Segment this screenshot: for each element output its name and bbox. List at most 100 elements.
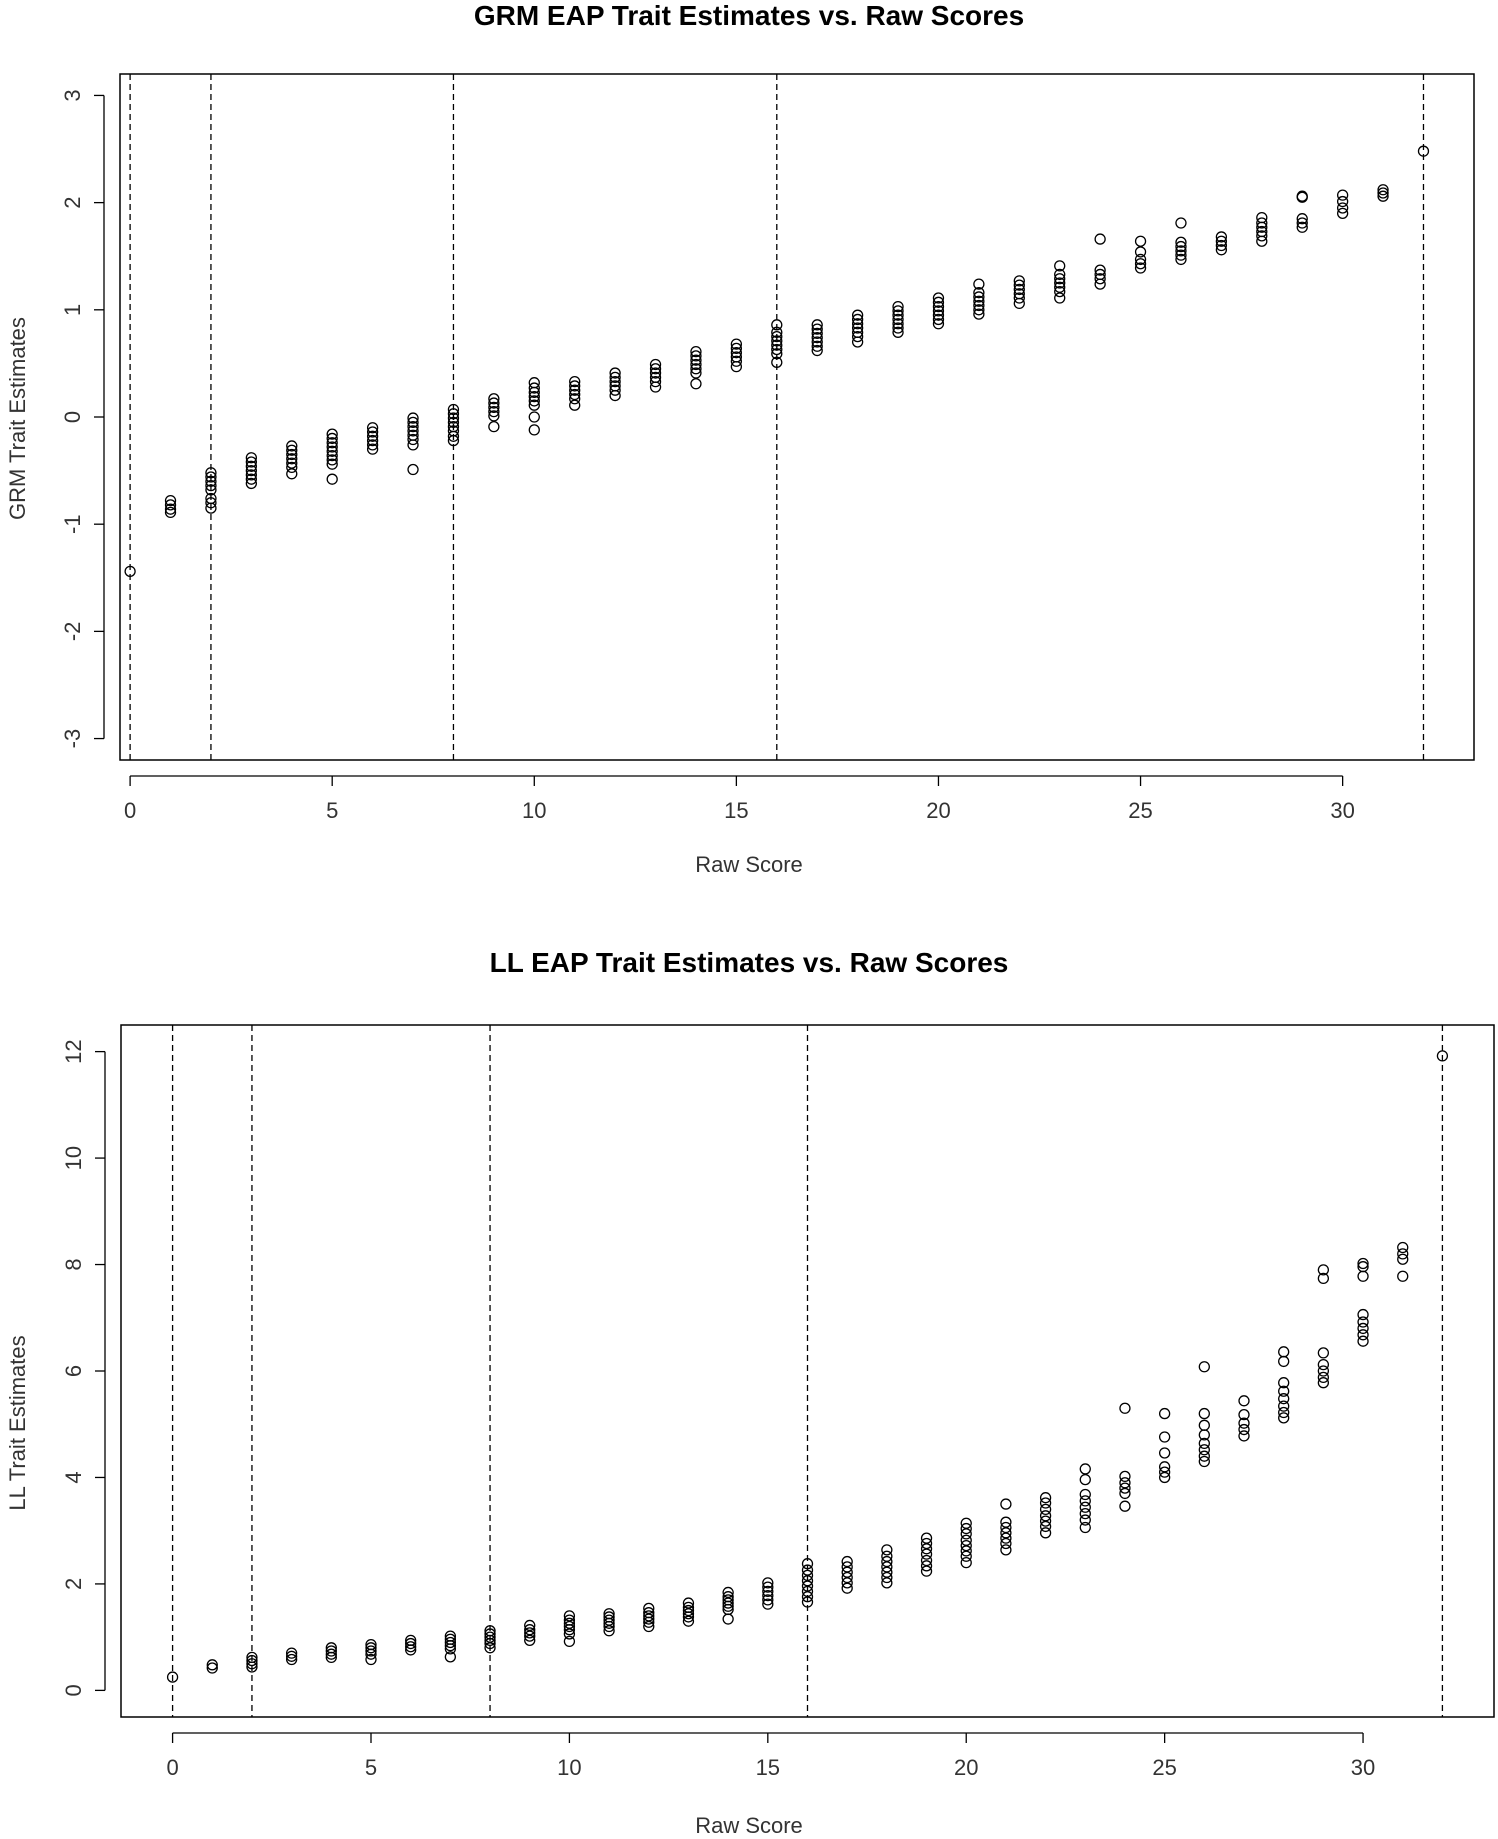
data-point (205, 484, 217, 496)
data-point (447, 403, 460, 416)
data-point (407, 416, 419, 429)
data-point (1296, 217, 1308, 229)
data-point (1013, 297, 1025, 310)
data-point (811, 319, 823, 331)
data-point (973, 287, 985, 299)
data-point (326, 445, 338, 457)
data-point (762, 1589, 774, 1602)
data-point (1278, 1412, 1290, 1424)
data-point (649, 363, 662, 375)
x-tick-label: 20 (926, 798, 950, 823)
data-point (286, 461, 298, 474)
data-point (563, 1628, 576, 1640)
data-point (1054, 260, 1066, 272)
data-point (609, 371, 621, 383)
data-point (365, 1645, 377, 1657)
data-point (1278, 1355, 1290, 1368)
data-point (447, 412, 460, 424)
data-point (405, 1641, 417, 1653)
data-point (932, 300, 945, 313)
data-point (690, 354, 702, 366)
x-axis-title: Raw Score (695, 1813, 803, 1838)
data-point (892, 326, 904, 338)
data-point (366, 422, 379, 434)
data-point (563, 1635, 576, 1648)
data-point (1039, 1520, 1052, 1533)
data-point (1039, 1492, 1052, 1504)
data-point (1278, 1393, 1290, 1405)
data-point (920, 1543, 933, 1555)
data-point (484, 1642, 496, 1654)
x-tick-label: 30 (1351, 1755, 1375, 1780)
y-tick-label: 0 (61, 1684, 86, 1696)
data-point (444, 1636, 457, 1649)
data-point (528, 382, 540, 394)
data-point (762, 1577, 774, 1589)
data-point (1296, 213, 1308, 225)
data-point (1377, 187, 1389, 199)
data-point (488, 410, 500, 422)
data-point (851, 336, 864, 348)
chart-panel-ll: LL EAP Trait Estimates vs. Raw Scores 0 5… (0, 940, 1498, 1838)
data-point (164, 503, 177, 515)
data-point (245, 464, 258, 477)
data-point (1094, 233, 1106, 245)
data-point (1417, 145, 1430, 157)
data-point (447, 416, 460, 429)
data-point (286, 468, 298, 480)
data-point (762, 1598, 774, 1610)
data-point (682, 1611, 695, 1623)
data-point (1198, 1437, 1210, 1450)
data-point (649, 381, 662, 393)
data-point (524, 1627, 536, 1639)
data-point (1317, 1272, 1330, 1285)
data-point (524, 1634, 536, 1646)
data-point (1397, 1241, 1409, 1254)
chart-title: GRM EAP Trait Estimates vs. Raw Scores (473, 0, 1025, 31)
data-point (563, 1620, 576, 1633)
data-point (206, 1662, 218, 1674)
data-point (801, 1596, 814, 1608)
data-point (771, 330, 783, 343)
data-point (1278, 1385, 1290, 1397)
data-point (365, 1648, 377, 1660)
data-point (326, 441, 338, 453)
data-point (246, 1661, 258, 1673)
y-tick-label: 12 (61, 1039, 86, 1063)
data-point (205, 479, 217, 492)
data-point (1079, 1501, 1091, 1513)
data-point (1357, 1329, 1369, 1341)
data-point (801, 1558, 814, 1570)
data-point (1317, 1264, 1330, 1276)
data-point (447, 430, 460, 442)
data-point (730, 342, 743, 355)
data-point (365, 1653, 377, 1666)
data-point (973, 308, 985, 320)
data-point (1175, 249, 1187, 261)
data-point (444, 1651, 457, 1663)
data-point (325, 1645, 337, 1657)
data-point (881, 1571, 893, 1584)
data-point (851, 318, 864, 330)
data-point (484, 1637, 496, 1650)
data-point (603, 1620, 615, 1633)
data-point (407, 439, 419, 451)
data-point (1256, 221, 1268, 233)
data-point (1175, 236, 1187, 248)
data-point (366, 434, 379, 447)
data-point (488, 401, 500, 414)
data-point (325, 1648, 337, 1660)
data-point (643, 1613, 655, 1625)
y-axis-title: GRM Trait Estimates (5, 317, 30, 520)
data-point (1079, 1495, 1091, 1507)
data-point (1039, 1503, 1052, 1516)
data-point (405, 1637, 417, 1650)
data-point (1397, 1270, 1409, 1282)
data-point (407, 463, 419, 476)
x-tick-label: 10 (557, 1755, 581, 1780)
data-point (1317, 1377, 1330, 1389)
data-point (973, 278, 985, 290)
data-point (730, 360, 743, 373)
data-point (932, 305, 945, 317)
data-point (771, 348, 783, 360)
